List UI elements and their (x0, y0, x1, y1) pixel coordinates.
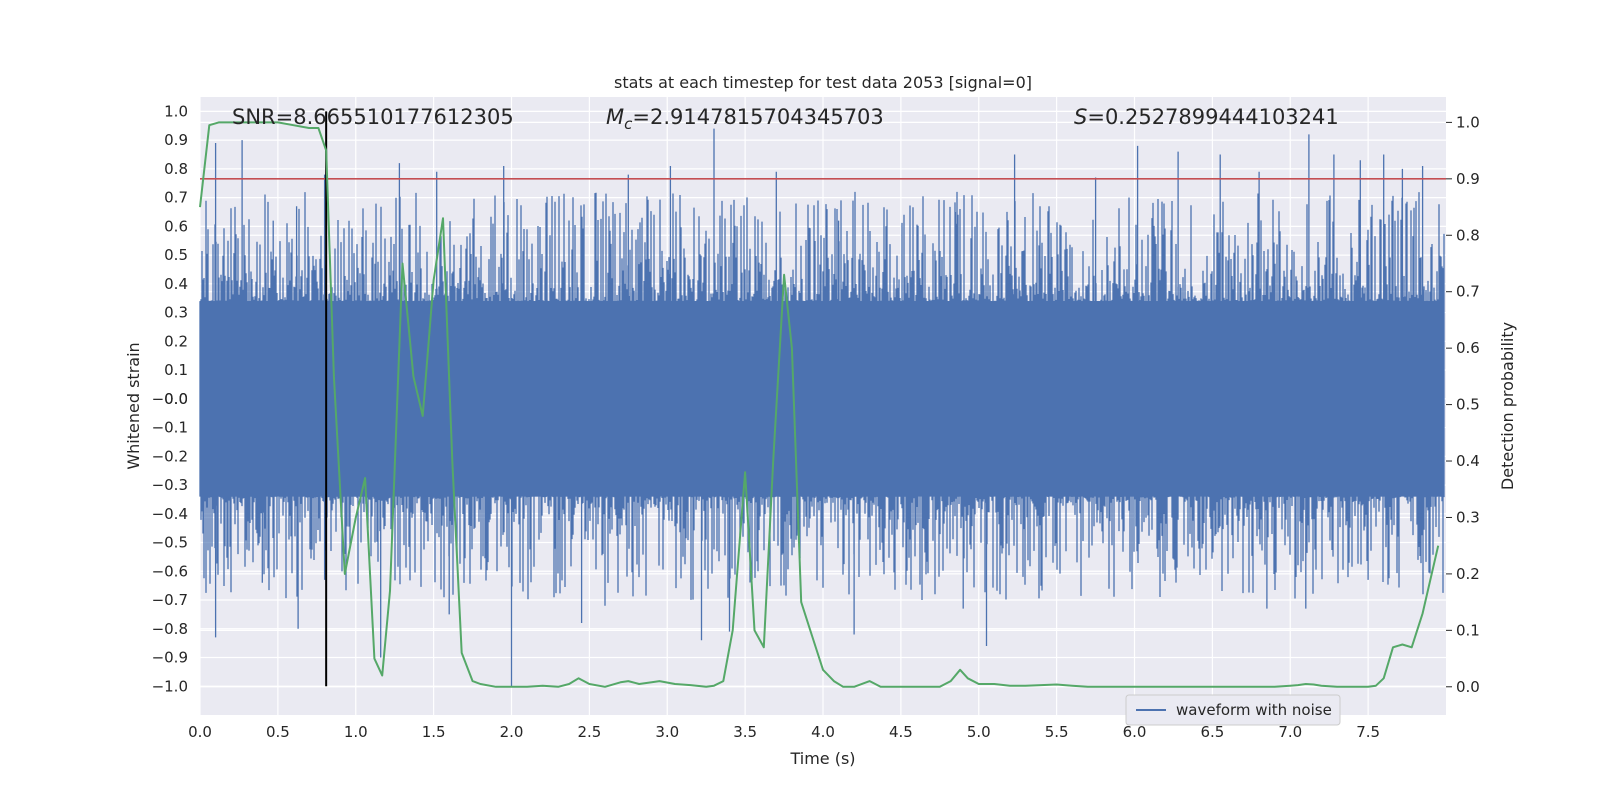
x-tick-label: 6.5 (1200, 723, 1224, 741)
right-tick-label: 0.8 (1456, 226, 1480, 244)
right-tick-label: 0.1 (1456, 621, 1480, 639)
left-tick-label: −1.0 (152, 677, 188, 695)
right-tick-label: 1.0 (1456, 113, 1480, 131)
x-tick-label: 0.0 (188, 723, 212, 741)
probability-series (199, 121, 1440, 688)
left-tick-label: −0.1 (152, 419, 188, 437)
left-tick-label: 0.1 (164, 361, 188, 379)
x-tick-label: 7.0 (1278, 723, 1302, 741)
right-axis-label: Detection probability (1498, 322, 1517, 490)
left-tick-label: −0.3 (152, 476, 188, 494)
chirp-mass-value: =2.9147815704345703 (632, 105, 883, 129)
right-axis-ticks: 1.0 0.9 0.8 0.7 0.6 0.5 0.4 0.3 0.2 0.1 0.0 (1446, 113, 1480, 696)
chirp-mass-symbol: M (606, 105, 624, 129)
left-tick-label: 0.0 (164, 390, 188, 408)
x-tick-label: 7.5 (1356, 723, 1380, 741)
x-tick-label: 0.5 (266, 723, 290, 741)
spin-symbol: S (1074, 105, 1087, 129)
x-tick-label: 3.5 (733, 723, 757, 741)
right-tick-label: 0.0 (1456, 678, 1480, 696)
right-tick-label: 0.3 (1456, 508, 1480, 526)
left-tick-label: −0.8 (152, 620, 188, 638)
waveform-series (199, 128, 1445, 687)
left-tick-label: −0.0 (152, 390, 188, 408)
left-tick-label: 0.9 (164, 131, 188, 149)
legend-label: waveform with noise (1176, 701, 1332, 719)
right-tick-label: 0.4 (1456, 452, 1480, 470)
right-tick-label: 0.7 (1456, 283, 1480, 301)
chirp-mass-subscript: c (624, 115, 633, 133)
x-tick-label: 3.0 (655, 723, 679, 741)
right-tick-label: 0.6 (1456, 339, 1480, 357)
x-tick-label: 4.5 (889, 723, 913, 741)
spin-annotation: S=0.2527899444103241 (1074, 105, 1339, 129)
legend: waveform with noise (1125, 694, 1341, 726)
x-tick-label: 6.0 (1123, 723, 1147, 741)
left-tick-label: 1.0 (164, 102, 188, 120)
right-tick-label: 0.9 (1456, 170, 1480, 188)
left-tick-label: 0.3 (164, 304, 188, 322)
left-tick-label: 0.7 (164, 189, 188, 207)
x-tick-label: 1.0 (344, 723, 368, 741)
right-tick-label: 0.2 (1456, 565, 1480, 583)
x-tick-label: 2.0 (500, 723, 524, 741)
left-tick-label: 0.4 (164, 275, 188, 293)
snr-annotation: SNR=8.665510177612305 (232, 105, 514, 129)
left-axis-ticks: 1.0 0.9 0.8 0.7 0.6 0.5 0.4 0.3 0.2 0.1 0.0−0.0 −0.… (152, 102, 188, 695)
x-tick-label: 5.0 (967, 723, 991, 741)
waveform-trace (199, 128, 1445, 687)
x-tick-label: 1.5 (422, 723, 446, 741)
left-tick-label: 0.5 (164, 246, 188, 264)
left-tick-label: −0.9 (152, 649, 188, 667)
x-tick-label: 5.5 (1045, 723, 1069, 741)
left-tick-label: −0.5 (152, 534, 188, 552)
left-tick-label: −0.2 (152, 447, 188, 465)
left-tick-label: −0.4 (152, 505, 188, 523)
right-tick-label: 0.5 (1456, 396, 1480, 414)
x-axis-ticks: 0.0 0.5 1.0 1.5 2.0 2.5 3.0 3.5 4.0 4.5 5.0 5.5 6.0 6… (188, 723, 1380, 741)
x-tick-label: 2.5 (577, 723, 601, 741)
legend-box (1125, 694, 1341, 726)
spin-value: =0.2527899444103241 (1087, 105, 1338, 129)
chart-title: stats at each timestep for test data 205… (614, 73, 1032, 92)
left-tick-label: −0.7 (152, 591, 188, 609)
left-tick-label: 0.6 (164, 217, 188, 235)
x-axis-label: Time (s) (789, 749, 855, 768)
probability-line (199, 121, 1440, 688)
x-tick-label: 4.0 (811, 723, 835, 741)
left-tick-label: 0.8 (164, 160, 188, 178)
left-axis-label: Whitened strain (124, 342, 143, 469)
chirp-mass-annotation: Mc=2.9147815704345703 (606, 105, 884, 133)
left-tick-label: 0.2 (164, 332, 188, 350)
left-tick-label: −0.6 (152, 562, 188, 580)
